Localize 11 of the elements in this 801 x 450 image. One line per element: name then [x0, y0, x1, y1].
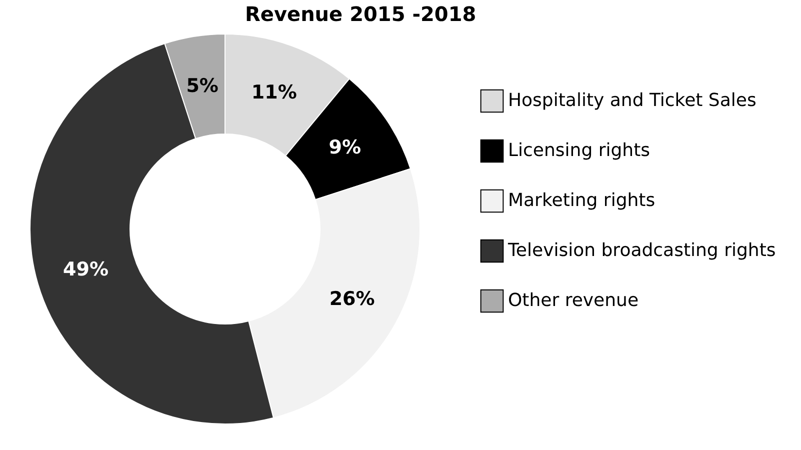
slice-label: Marketing rights [508, 190, 656, 211]
legend-label: Licensing rights [508, 140, 650, 161]
data-label: 5% [186, 74, 218, 97]
legend-label: Other revenue [508, 290, 639, 311]
data-label: 9% [328, 136, 362, 158]
legend-label: Television broadcasting rights [507, 240, 776, 261]
data-label: 11% [251, 82, 297, 104]
legend-label: Hospitality and Ticket Sales [508, 90, 756, 111]
data-label: 49% [63, 258, 108, 280]
chart-title: Revenue 2015 -2018 [245, 2, 476, 26]
data-label: 26% [329, 288, 375, 310]
